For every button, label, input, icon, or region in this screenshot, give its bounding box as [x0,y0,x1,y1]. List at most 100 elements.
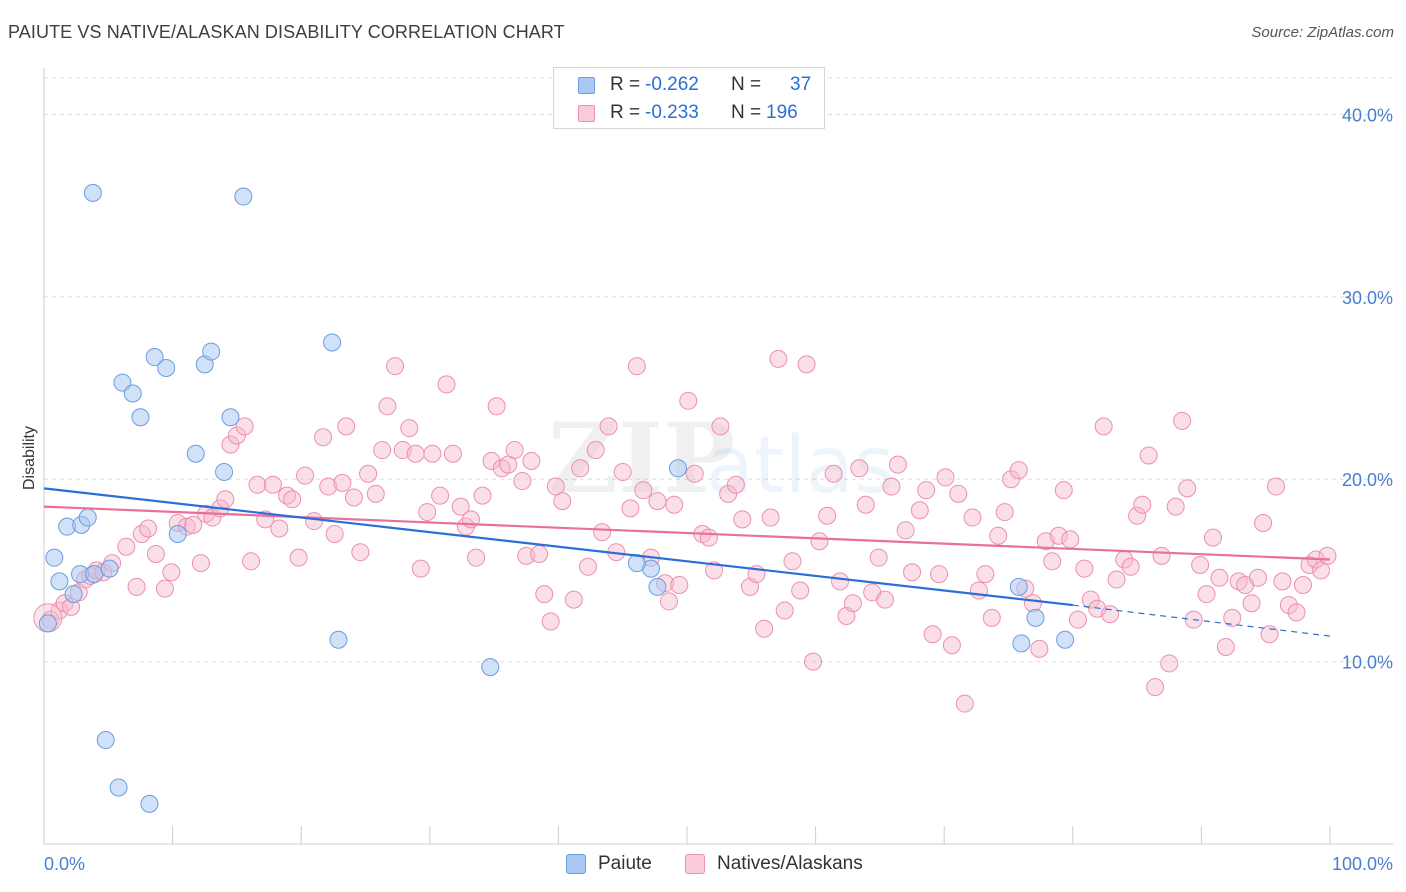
natives-alaskans-point [1002,470,1021,489]
natives-alaskans-point [755,619,774,638]
legend-swatch-paiute [578,77,595,94]
paiute-point [648,577,667,596]
paiute-point [45,548,64,567]
natives-alaskans-point [1260,625,1279,644]
natives-alaskans-point [359,464,378,483]
natives-alaskans-point [719,484,738,503]
legend-n-value: 196 [766,102,798,123]
correlation-legend: R = -0.262 N = 37 R = -0.233 N = 196 [553,67,825,129]
natives-alaskans-point [1121,557,1140,576]
paiute-point [1056,630,1075,649]
legend-row-paiute: R = -0.262 N = 37 [554,72,824,100]
natives-alaskans-point [242,552,261,571]
natives-alaskans-point [248,475,267,494]
x-tick-label-max: 100.0% [1332,854,1393,874]
natives-alaskans-point [437,375,456,394]
natives-alaskans-point [876,590,895,609]
natives-alaskans-point [191,554,210,573]
natives-alaskans-point [513,472,532,491]
natives-alaskans-point [227,426,246,445]
natives-alaskans-point [1139,446,1158,465]
source-name[interactable]: ZipAtlas.com [1307,24,1394,41]
natives-alaskans-point [1152,546,1171,565]
natives-alaskans-point [1248,568,1267,587]
natives-alaskans-point [810,532,829,551]
legend-n-label: N = [731,102,762,123]
paiute-point [145,348,164,367]
natives-alaskans-point [366,484,385,503]
natives-alaskans-point [278,486,297,505]
natives-alaskans-point [373,441,392,460]
natives-alaskans-point [1273,572,1292,591]
legend-swatch-natives [578,105,595,122]
natives-alaskans-point [648,492,667,511]
natives-alaskans-point [263,475,282,494]
paiute-point [140,794,159,813]
paiute-point [38,614,57,633]
natives-alaskans-point [431,486,450,505]
legend-r-value: -0.262 [645,74,699,95]
paiute-point [329,630,348,649]
legend-swatch-paiute [566,854,586,874]
natives-alaskans-point [989,526,1008,545]
natives-alaskans-point [882,477,901,496]
natives-alaskans-point [775,601,794,620]
natives-alaskans-point [930,565,949,584]
natives-alaskans-point [917,481,936,500]
paiute-point [157,358,176,377]
natives-alaskans-point [1197,585,1216,604]
legend-row-natives: R = -0.233 N = 196 [554,100,824,128]
natives-alaskans-point [1223,608,1242,627]
legend-label-paiute: Paiute [598,853,652,874]
natives-alaskans-point [411,559,430,578]
legend-r-label: R = [610,102,641,123]
y-tick-labels: 10.0% 20.0% 30.0% 40.0% [1342,105,1393,672]
paiute-point [1026,608,1045,627]
natives-alaskans-point [553,492,572,511]
natives-alaskans-point [699,528,718,547]
natives-alaskans-trend-line [43,505,1331,561]
paiute-point [131,408,150,427]
natives-alaskans-point [963,508,982,527]
natives-alaskans-point [955,694,974,713]
natives-alaskans-point [1160,654,1179,673]
paiute-point [1012,634,1031,653]
natives-alaskans-point [235,417,254,436]
source-attribution: Source: ZipAtlas.com [1251,24,1394,41]
paiute-point [100,559,119,578]
natives-alaskans-point [1146,678,1165,697]
natives-alaskans-point [221,435,240,454]
legend-n-label: N = [731,74,762,95]
y-axis-label: Disability [21,426,38,490]
natives-alaskans-point [982,608,1001,627]
natives-alaskans-point [139,519,158,538]
paiute-point [109,778,128,797]
chart-title: PAIUTE VS NATIVE/ALASKAN DISABILITY CORR… [8,22,565,42]
natives-alaskans-point [903,563,922,582]
paiute-point [215,462,234,481]
natives-alaskans-point [1068,610,1087,629]
source-label: Source: [1251,24,1304,41]
natives-alaskans-point [333,473,352,492]
watermark-zip: ZIP [548,402,735,515]
natives-alaskans-point [400,419,419,438]
natives-alaskans-point [1049,526,1068,545]
trend-lines [43,487,1331,637]
natives-alaskans-point [571,459,590,478]
natives-alaskans-point [535,585,554,604]
natives-alaskans-point [831,572,850,591]
natives-alaskans-point [423,444,442,463]
natives-alaskans-point [1043,552,1062,571]
natives-alaskans-point [942,636,961,655]
natives-alaskans-point [1178,479,1197,498]
natives-alaskans-point [1210,568,1229,587]
y-tick-label: 40.0% [1342,105,1393,125]
natives-alaskans-point [1254,514,1273,533]
natives-alaskans-point [824,464,843,483]
paiute-point [323,333,342,352]
natives-alaskans-point [1101,605,1120,624]
natives-alaskans-point [1287,603,1306,622]
natives-alaskans-point [627,357,646,376]
natives-alaskans-point [969,581,988,600]
